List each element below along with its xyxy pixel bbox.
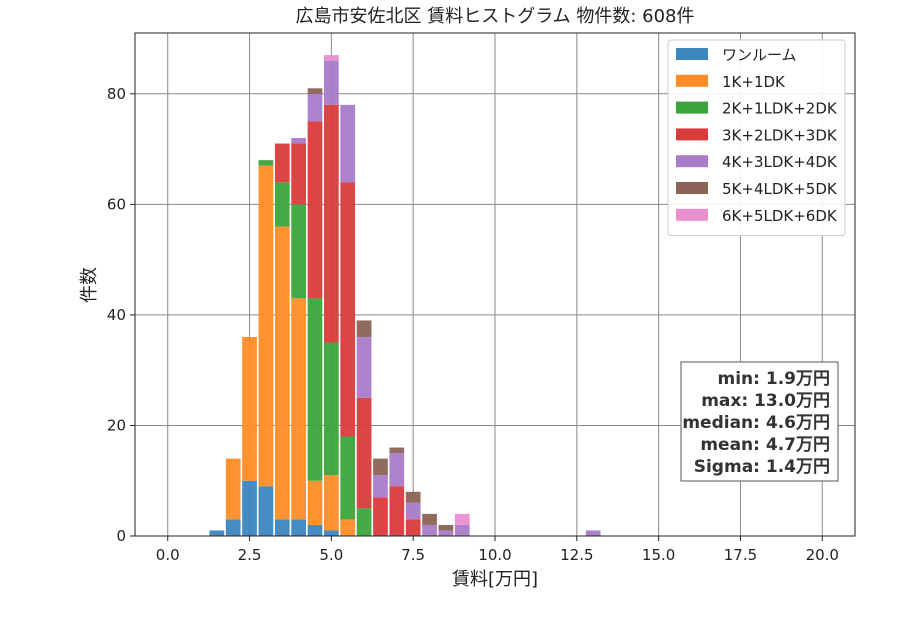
bar-segment: [291, 138, 306, 144]
bar-segment: [258, 486, 274, 536]
bar-segment: [291, 298, 306, 520]
legend-label: 3K+2LDK+3DK: [722, 126, 838, 144]
bar-segment: [324, 60, 339, 105]
bar-segment: [373, 475, 388, 498]
bar-segment: [274, 143, 290, 183]
bar-segment: [242, 337, 257, 481]
bar-segment: [324, 55, 339, 61]
bar-segment: [356, 320, 372, 338]
bar-segment: [307, 121, 323, 299]
x-tick-label: 12.5: [560, 546, 593, 564]
y-tick-label: 0: [116, 527, 126, 545]
bar-segment: [340, 519, 356, 536]
x-tick-label: 10.0: [478, 546, 511, 564]
x-tick-label: 17.5: [724, 546, 757, 564]
bar-segment: [324, 104, 339, 343]
bar-segment: [307, 480, 323, 525]
y-axis-ticks: 0 20 40 60 80: [107, 85, 135, 545]
bar-segment: [324, 342, 339, 476]
bar-segment: [422, 524, 437, 536]
legend-swatch: [676, 128, 708, 141]
stats-frame: [680, 361, 839, 482]
bar-segment: [291, 204, 306, 299]
legend-label: 6K+5LDK+6DK: [722, 207, 838, 225]
bars-group: [209, 55, 601, 536]
bar-segment: [209, 530, 225, 536]
legend-swatch: [676, 208, 708, 221]
bar-segment: [405, 491, 421, 503]
bar-segment: [373, 458, 388, 476]
bar-segment: [356, 337, 372, 398]
bar-segment: [405, 519, 421, 536]
bar-segment: [291, 143, 306, 205]
bar-segment: [585, 530, 601, 536]
bar-segment: [291, 519, 306, 536]
x-tick-label: 0.0: [156, 546, 180, 564]
x-axis-ticks: 0.0 2.5 5.0 7.5 10.0 12.5 15.0 17.5 20.0: [156, 536, 839, 564]
x-tick-label: 5.0: [319, 546, 343, 564]
bar-segment: [422, 513, 437, 525]
bar-segment: [340, 104, 356, 183]
legend-label: 4K+3LDK+4DK: [722, 153, 838, 171]
legend-label: 5K+4LDK+5DK: [722, 180, 838, 198]
bar-segment: [307, 93, 323, 122]
stats-line: Sigma: 1.4万円: [694, 457, 830, 477]
y-tick-label: 20: [107, 416, 126, 434]
bar-segment: [274, 226, 290, 520]
bar-segment: [340, 182, 356, 437]
bar-segment: [258, 160, 274, 166]
x-tick-label: 2.5: [238, 546, 262, 564]
legend-swatch: [676, 182, 708, 194]
bar-segment: [307, 88, 323, 94]
legend-swatch: [676, 48, 708, 60]
legend-label: 2K+1LDK+2DK: [722, 100, 838, 118]
bar-segment: [225, 519, 241, 536]
bar-segment: [225, 458, 241, 520]
y-tick-label: 80: [107, 85, 126, 103]
legend-swatch: [676, 155, 708, 168]
bar-segment: [438, 524, 454, 531]
bar-segment: [340, 436, 356, 520]
bar-segment: [389, 453, 405, 487]
bar-segment: [454, 513, 470, 525]
stats-line: min: 1.9万円: [718, 369, 830, 389]
bar-segment: [356, 508, 372, 536]
bar-segment: [324, 475, 339, 531]
bar-segment: [258, 165, 274, 487]
legend: ワンルーム 1K+1DK 2K+1LDK+2DK 3K+2LDK+3DK 4K+3LDK…: [667, 39, 846, 237]
bar-segment: [405, 502, 421, 520]
bar-segment: [356, 397, 372, 509]
x-tick-label: 15.0: [642, 546, 675, 564]
bar-segment: [373, 497, 388, 536]
y-tick-label: 60: [107, 195, 126, 213]
legend-box: [667, 39, 846, 237]
legend-swatch: [676, 74, 708, 87]
bar-segment: [274, 519, 290, 536]
bar-segment: [307, 298, 323, 481]
legend-swatch: [676, 101, 708, 114]
bar-segment: [389, 486, 405, 536]
x-tick-label: 20.0: [806, 546, 839, 564]
stats-line: max: 13.0万円: [701, 391, 830, 411]
stats-line: mean: 4.7万円: [700, 435, 830, 455]
x-tick-label: 7.5: [401, 546, 425, 564]
bar-segment: [274, 182, 290, 227]
stats-line: median: 4.6万円: [682, 413, 830, 433]
y-axis-label: 件数: [79, 267, 100, 303]
y-tick-label: 40: [107, 306, 126, 324]
chart-title: 広島市安佐北区 賃料ヒストグラム 物件数: 608件: [295, 6, 694, 27]
bar-segment: [389, 447, 405, 454]
bar-segment: [438, 530, 454, 536]
bar-segment: [242, 480, 257, 536]
legend-label: 1K+1DK: [722, 73, 786, 91]
bar-segment: [307, 524, 323, 536]
bar-segment: [454, 524, 470, 536]
bar-segment: [324, 530, 339, 536]
legend-label: ワンルーム: [722, 46, 797, 64]
x-axis-label: 賃料[万円]: [452, 569, 538, 590]
